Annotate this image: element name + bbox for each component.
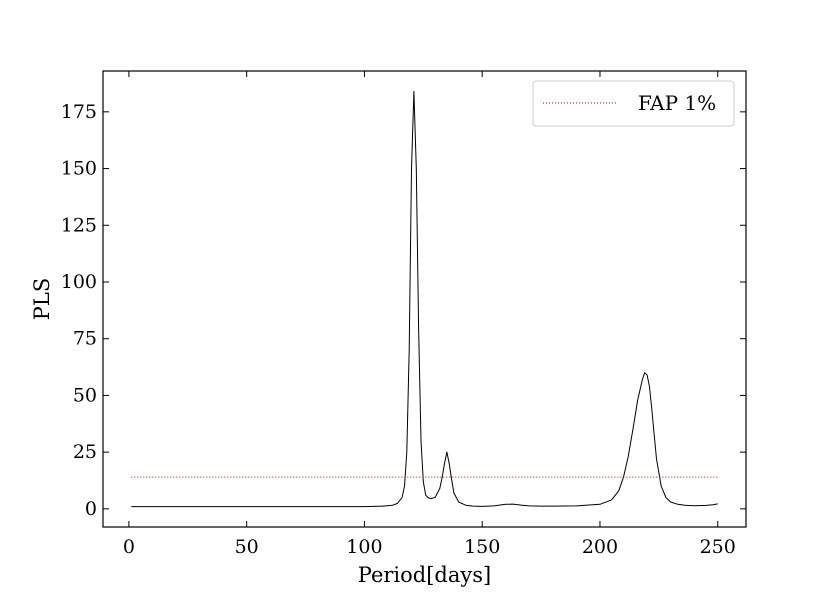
series-layer [131, 90, 718, 508]
legend-label-fap: FAP 1% [638, 91, 716, 115]
plot-frame [102, 70, 747, 528]
legend-box [532, 80, 735, 127]
x-tick-label: 150 [464, 536, 500, 558]
y-tick-label: 0 [85, 498, 97, 520]
x-tick-label: 100 [346, 536, 382, 558]
x-tick-label: 50 [235, 536, 259, 558]
y-tick-label: 75 [73, 328, 97, 350]
ticks-layer: 0 50 100 150 200 250 0 25 50 75 100 125 150 175 [61, 71, 746, 558]
y-tick-label: 175 [61, 101, 97, 123]
x-tick-label: 200 [582, 536, 618, 558]
x-axis-label: Period[days] [358, 563, 491, 587]
legend: FAP 1% [532, 80, 735, 127]
y-axis-label: PLS [30, 278, 54, 320]
x-tick-label: 250 [700, 536, 736, 558]
y-tick-label: 150 [61, 158, 97, 180]
y-tick-label: 50 [73, 384, 97, 406]
x-tick-label: 0 [123, 536, 135, 558]
y-tick-label: 25 [73, 441, 97, 463]
y-tick-label: 125 [61, 214, 97, 236]
periodogram-line [131, 90, 718, 508]
y-tick-label: 100 [61, 271, 97, 293]
